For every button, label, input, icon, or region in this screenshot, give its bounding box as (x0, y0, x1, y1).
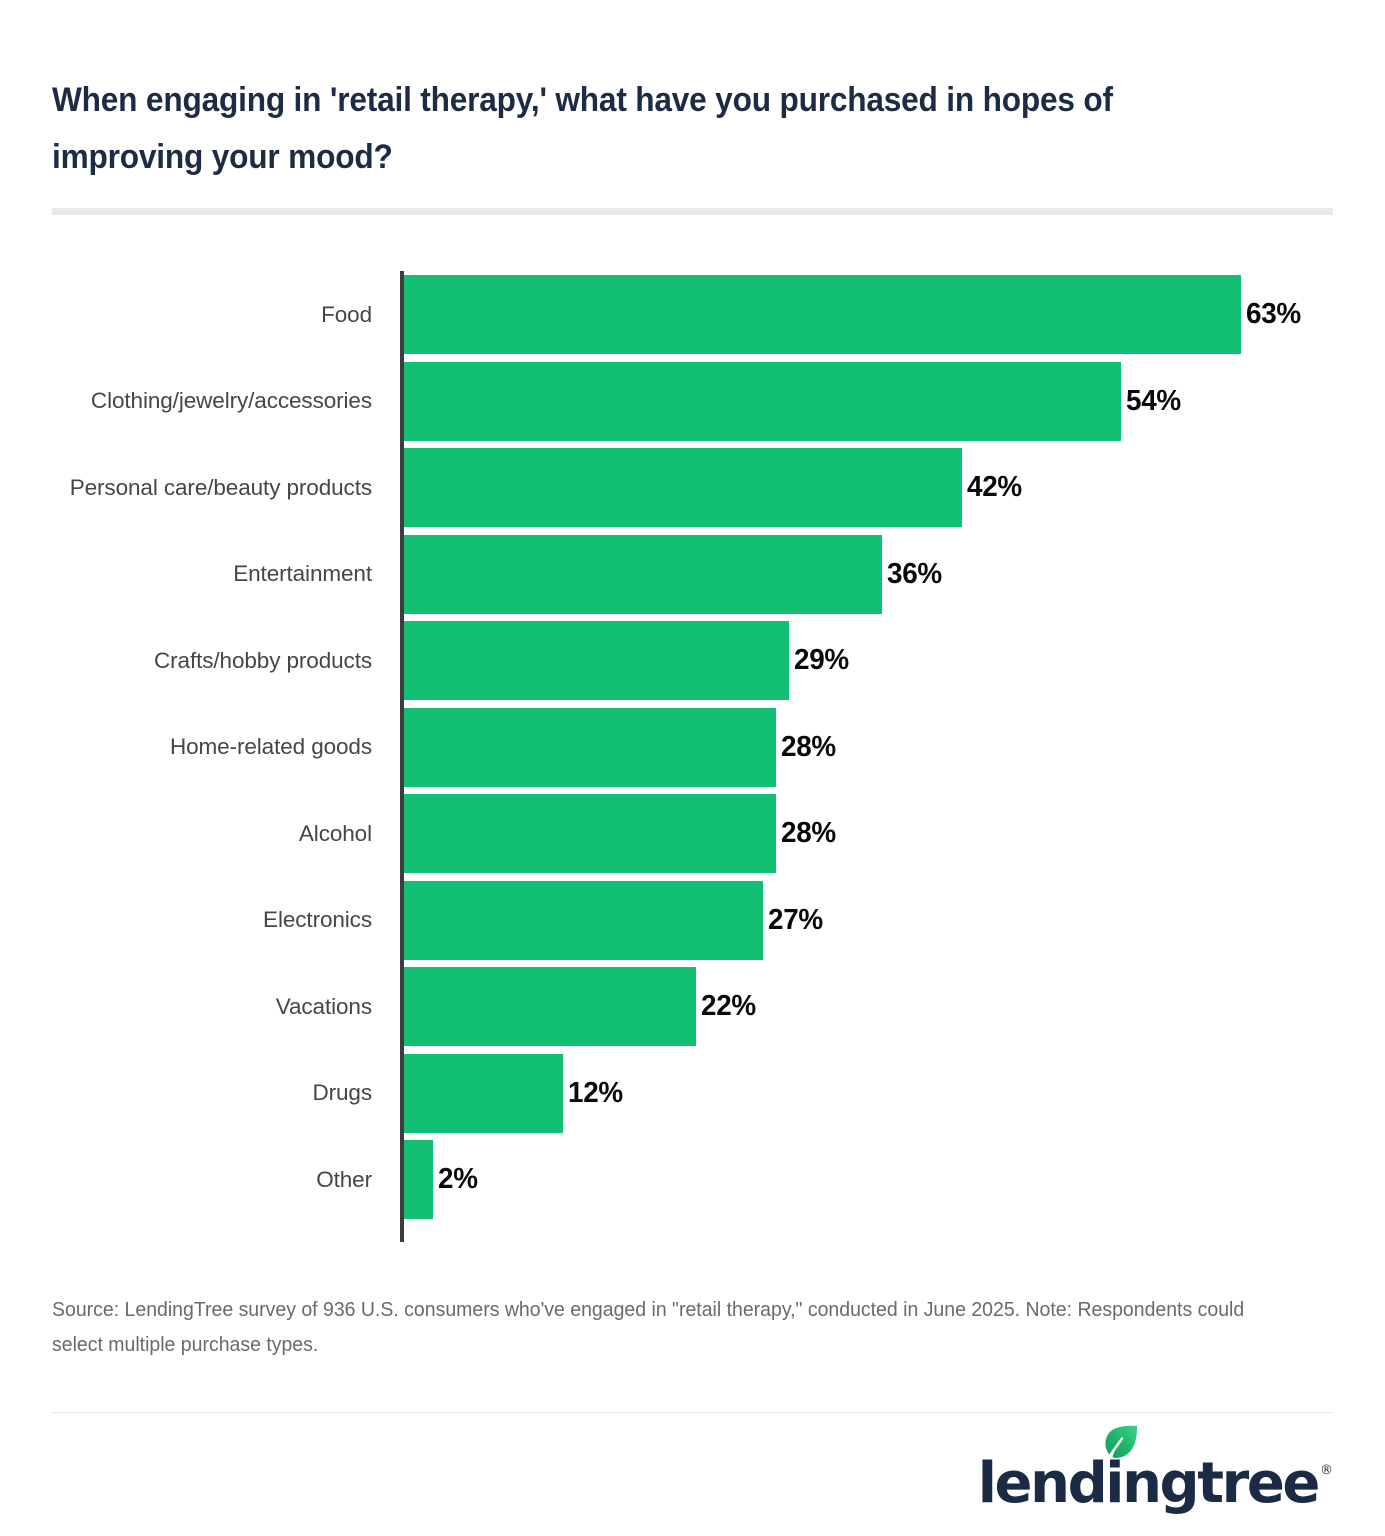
bar-rows: Food 63% Clothing/jewelry/accessories 54% Pe… (0, 275, 1385, 1227)
leaf-icon (1104, 1424, 1138, 1462)
bar-container: 63% (404, 275, 1303, 354)
bar-container: 2% (404, 1140, 479, 1219)
y-axis-line (400, 271, 404, 1242)
bar-value-label: 22% (701, 990, 757, 1022)
bar-container: 28% (404, 794, 838, 873)
title-block: When engaging in 'retail therapy,' what … (52, 72, 1342, 186)
bar-row: Electronics 27% (0, 880, 1385, 960)
category-label: Other (316, 1166, 372, 1192)
bar-row: Entertainment 36% (0, 534, 1385, 614)
bar-container: 36% (404, 534, 944, 614)
bar-value-label: 2% (438, 1163, 478, 1195)
bar-container: 29% (404, 621, 851, 700)
category-label: Electronics (263, 907, 372, 932)
bar-container: 42% (404, 448, 1024, 527)
bar-value-label: 12% (568, 1076, 624, 1109)
footer-divider (52, 1412, 1333, 1413)
bar (404, 448, 962, 527)
bar-row: Personal care/beauty products 42% (0, 448, 1385, 527)
logo-wordmark: lendingtree (977, 1451, 1321, 1516)
category-label: Vacations (275, 993, 372, 1019)
bar (404, 967, 697, 1046)
bar-container: 54% (404, 361, 1184, 441)
bar-value-label: 28% (781, 730, 836, 763)
bar-row: Vacations 22% (0, 967, 1385, 1046)
bar (404, 621, 790, 700)
title-divider (52, 208, 1333, 215)
category-label: Personal care/beauty products (69, 474, 372, 500)
bar-container: 22% (404, 967, 758, 1046)
bar-row: Home-related goods 28% (0, 707, 1385, 787)
page-title: When engaging in 'retail therapy,' what … (52, 81, 1113, 177)
category-label: Food (321, 301, 372, 327)
bar (404, 275, 1241, 354)
bar-value-label: 42% (967, 471, 1022, 503)
bar-value-label: 28% (781, 817, 836, 849)
category-label: Clothing/jewelry/accessories (90, 388, 372, 413)
bar-value-label: 27% (767, 903, 823, 936)
category-label: Crafts/hobby products (153, 647, 372, 673)
bar-value-label: 29% (794, 644, 850, 676)
bar (404, 794, 776, 873)
bar-value-label: 63% (1246, 298, 1301, 330)
bar-row: Food 63% (0, 275, 1385, 354)
category-label: Home-related goods (169, 734, 372, 759)
bar (404, 880, 763, 960)
category-label: Drugs (312, 1080, 372, 1105)
bar-chart: Food 63% Clothing/jewelry/accessories 54% Pe… (0, 262, 1385, 1247)
bar (404, 534, 883, 614)
bar-row: Drugs 12% (0, 1053, 1385, 1133)
bar-row: Crafts/hobby products 29% (0, 621, 1385, 700)
source-note: Source: LendingTree survey of 936 U.S. c… (52, 1298, 1245, 1357)
bar (404, 361, 1122, 441)
bar-value-label: 54% (1126, 384, 1182, 417)
bar-row: Clothing/jewelry/accessories 54% (0, 361, 1385, 441)
bar-container: 27% (404, 880, 825, 960)
category-label: Entertainment (233, 561, 372, 586)
bar-row: Other 2% (0, 1140, 1385, 1219)
category-label: Alcohol (298, 820, 372, 846)
bar-container: 28% (404, 707, 838, 787)
bar (404, 1053, 564, 1133)
lendingtree-logo: lendingtree ® (977, 1425, 1333, 1516)
bar-value-label: 36% (887, 557, 943, 590)
registered-trademark-icon: ® (1320, 1463, 1333, 1478)
bar (404, 707, 776, 787)
bar (404, 1140, 433, 1219)
bar-row: Alcohol 28% (0, 794, 1385, 873)
bar-container: 12% (404, 1053, 626, 1133)
